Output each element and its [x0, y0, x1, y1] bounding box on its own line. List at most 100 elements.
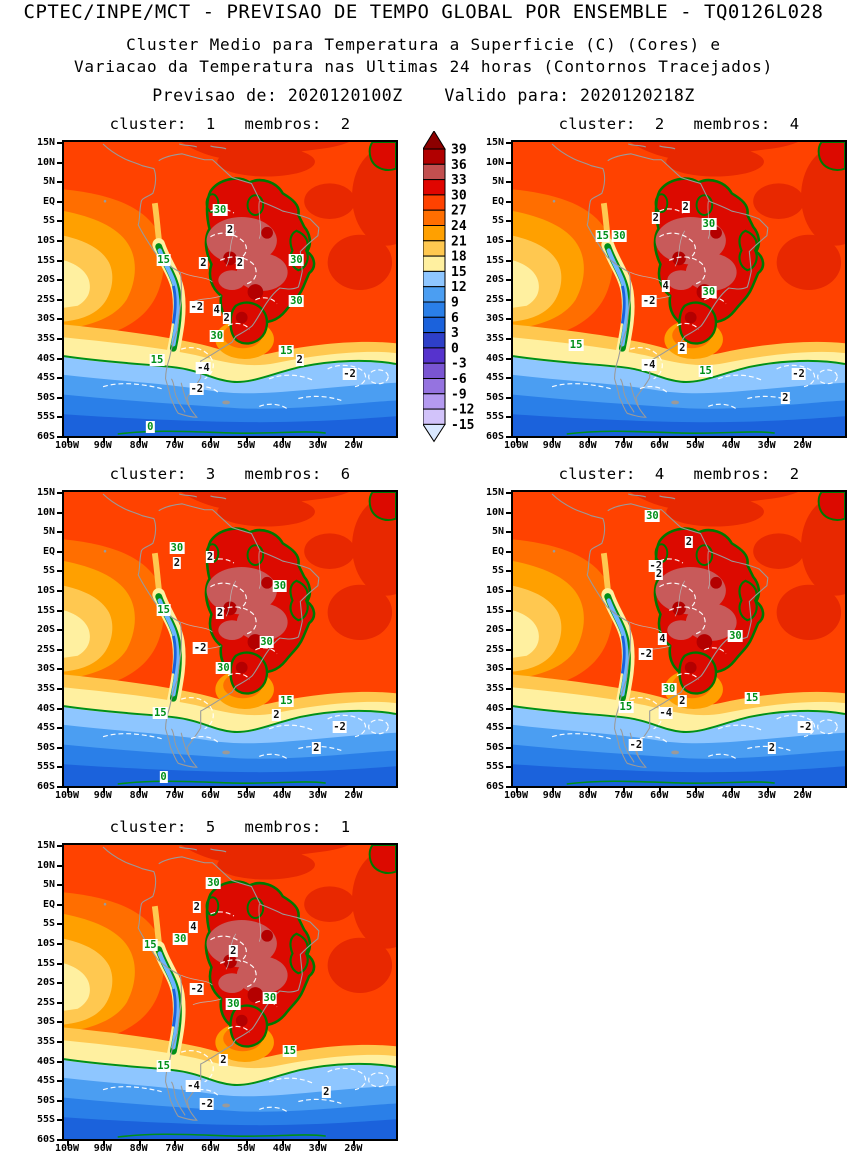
- y-tick: [57, 884, 64, 887]
- y-tick-label: 15N: [36, 487, 55, 498]
- y-tick: [57, 181, 64, 184]
- y-tick: [57, 200, 64, 203]
- y-tick-label: 40S: [36, 1055, 55, 1067]
- y-tick: [506, 220, 513, 223]
- y-tick: [57, 629, 64, 632]
- contour-label-variation: 2: [678, 341, 687, 354]
- x-tick-label: 50W: [685, 440, 705, 451]
- y-tick-label: 35S: [485, 683, 504, 694]
- x-tick: [317, 436, 320, 443]
- panel-title: cluster: 3 membros: 6: [109, 465, 351, 483]
- colorbar-level-label: 15: [451, 265, 467, 280]
- y-tick: [57, 1001, 64, 1004]
- map-canvas: 15N 10N 5N EQ 5S 10S 15S 20S 25S 30S 35S 40S 45S 50S 5…: [486, 488, 847, 801]
- x-tick-label: 20W: [344, 440, 363, 451]
- contour-label-variation: 2: [312, 741, 321, 754]
- x-tick-label: 60W: [650, 440, 669, 451]
- panel-title: cluster: 1 membros: 2: [109, 115, 351, 133]
- map-canvas: 15N 10N 5N EQ 5S 10S 15S 20S 25S 30S 35S 40S 45S 50S 5…: [37, 488, 398, 801]
- y-tick: [57, 1021, 64, 1024]
- x-tick-label: 70W: [165, 440, 184, 451]
- contour-label-variation: 2: [272, 709, 281, 722]
- colorbar-level-label: -15: [451, 418, 474, 433]
- y-tick: [506, 707, 513, 710]
- y-tick: [506, 259, 513, 262]
- contour-label-variation: 2: [199, 256, 208, 269]
- contour-label-temperature: 15: [156, 253, 171, 266]
- y-tick: [57, 492, 64, 494]
- map-canvas: 15N 10N 5N EQ 5S 10S 15S 20S 25S 30S 35S 40S 45S 50S 5…: [486, 138, 847, 451]
- y-tick-label: 30S: [36, 1016, 55, 1028]
- x-tick-label: 80W: [129, 1143, 148, 1154]
- x-tick: [516, 436, 518, 443]
- contour-label-variation: 2: [229, 944, 238, 957]
- x-tick: [102, 436, 105, 443]
- x-tick-label: 20W: [344, 1143, 363, 1154]
- contour-label-temperature: 15: [595, 230, 610, 243]
- y-tick-label: 30S: [485, 313, 504, 325]
- y-tick-label: 20S: [485, 624, 504, 636]
- y-tick-label: 30S: [36, 663, 55, 675]
- y-tick-label: 25S: [36, 996, 55, 1008]
- y-tick-label: 25S: [485, 293, 504, 305]
- x-tick-label: 50W: [236, 790, 256, 801]
- y-tick: [506, 609, 513, 612]
- y-tick-label: 35S: [36, 683, 55, 694]
- x-tick: [587, 786, 590, 793]
- contour-label-temperature: 30: [661, 682, 677, 695]
- y-tick-label: 50S: [36, 1094, 55, 1106]
- x-tick: [67, 1139, 69, 1146]
- y-tick: [506, 550, 513, 553]
- y-tick-label: 10S: [485, 235, 504, 246]
- y-tick-label: 50S: [36, 391, 55, 403]
- y-tick: [506, 570, 513, 573]
- panel-title: cluster: 2 membros: 4: [558, 115, 800, 133]
- x-tick: [551, 786, 554, 793]
- x-tick-label: 80W: [129, 440, 148, 451]
- contour-label-temperature: 15: [698, 365, 713, 378]
- y-tick: [57, 962, 64, 965]
- y-tick-label: 25S: [36, 643, 55, 655]
- x-tick-label: 30W: [757, 440, 776, 451]
- temperature-map: [64, 142, 396, 436]
- y-tick-label: 20S: [36, 274, 55, 286]
- contour-label-variation: 2: [172, 556, 182, 569]
- y-tick: [57, 786, 64, 788]
- cluster-panel: cluster: 5 membros: 1 15N 10N 5N EQ 5S 10S 15S…: [37, 818, 398, 1154]
- y-tick-label: EQ: [42, 545, 55, 557]
- y-tick-label: 15S: [36, 254, 55, 266]
- map-canvas: 15N 10N 5N EQ 5S 10S 15S 20S 25S 30S 35S 40S 45S 50S 5…: [37, 841, 398, 1154]
- y-tick-label: 10N: [36, 859, 55, 871]
- contour-label-variation: -2: [797, 721, 813, 734]
- y-tick: [57, 416, 64, 419]
- y-tick-label: 10N: [36, 156, 55, 168]
- contour-label-variation: 2: [235, 256, 245, 269]
- contour-label-variation: -2: [189, 382, 205, 395]
- y-tick: [57, 1080, 64, 1083]
- y-tick: [506, 396, 513, 399]
- y-tick: [57, 982, 64, 985]
- subtitle-contour-variable: Variacao da Temperatura nas Ultimas 24 h…: [74, 57, 773, 76]
- contour-label-variation: 2: [654, 568, 664, 581]
- y-tick-label: 5N: [491, 176, 504, 188]
- y-tick: [57, 668, 64, 671]
- x-tick: [353, 786, 356, 793]
- colorbar-level-label: 30: [451, 188, 467, 203]
- y-tick: [57, 142, 64, 144]
- contour-label-temperature: 30: [172, 933, 188, 946]
- y-tick-label: 50S: [485, 391, 504, 403]
- contour-label-variation: -4: [196, 362, 211, 375]
- y-tick: [57, 357, 64, 360]
- y-tick: [57, 609, 64, 612]
- panel-title: cluster: 4 membros: 2: [558, 465, 800, 483]
- y-tick: [506, 746, 513, 749]
- x-tick-label: 60W: [201, 440, 220, 451]
- y-tick: [57, 511, 64, 514]
- y-tick-label: 45S: [485, 722, 504, 734]
- x-tick-label: 30W: [308, 1143, 327, 1154]
- contour-label-temperature: 15: [279, 694, 294, 707]
- x-tick-label: 30W: [308, 440, 327, 451]
- y-tick-label: 15S: [36, 604, 55, 616]
- x-tick: [317, 1139, 320, 1146]
- y-tick: [57, 570, 64, 573]
